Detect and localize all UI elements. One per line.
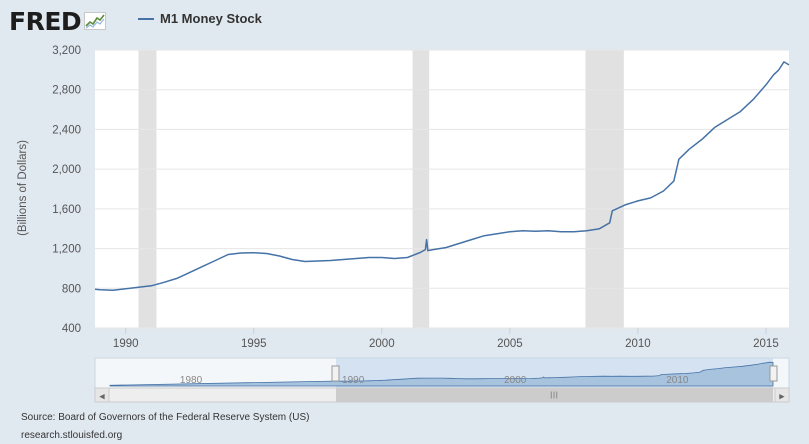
x-tick-label: 2005 [497,338,523,350]
y-tick-label: 2,800 [52,85,81,97]
navigator-year-label: 1980 [180,375,203,386]
scroll-left-icon: ◀ [99,393,105,401]
x-tick-label: 1995 [241,338,267,350]
x-tick-label: 2010 [625,338,651,350]
navigator-year-label: 2010 [666,375,689,386]
x-tick-label: 1990 [113,338,139,350]
y-tick-label: 1,600 [52,204,81,216]
navigator-series-area [109,361,774,387]
fred-logo-text: FRED [9,6,82,36]
series-line-m1-money-stock[interactable] [94,61,790,292]
navigator-year-label: 2000 [504,375,527,386]
y-tick-label: 400 [62,323,81,335]
scroll-left-button[interactable] [94,387,110,403]
navigator-left-handle[interactable] [331,365,340,382]
y-tick-label: 2,400 [52,124,81,136]
recession-band-3 [585,50,624,328]
x-tick-label: 2015 [753,338,779,350]
navigator-year-label: 1990 [342,375,365,386]
scroll-right-button[interactable] [774,387,790,403]
navigator-right-handle[interactable] [769,365,778,382]
range-navigator[interactable]: 1980 1990 2000 2010 III ◀ ▶ [94,357,790,403]
y-tick-label: 3,200 [52,45,81,57]
source-url[interactable]: research.stlouisfed.org [21,430,123,441]
fred-logo[interactable]: FRED [9,6,107,36]
legend-swatch [138,17,154,20]
chart-legend[interactable]: M1 Money Stock [138,11,262,26]
y-tick-label: 800 [62,283,81,295]
trend-line-icon [84,12,107,30]
recession-band-2 [412,50,430,328]
legend-label: M1 Money Stock [160,11,262,26]
x-tick-label: 2000 [369,338,395,350]
y-tick-label: 2,000 [52,164,81,176]
scroll-right-icon: ▶ [779,393,785,401]
source-note: Source: Board of Governors of the Federa… [21,412,310,423]
scrollbar-grip-icon: III [550,391,558,402]
y-axis-label: (Billions of Dollars) [17,140,29,236]
recession-band-1 [138,50,157,328]
scrollbar-thumb[interactable] [336,388,773,402]
plot-area [95,50,789,328]
y-tick-label: 1,200 [52,244,81,256]
